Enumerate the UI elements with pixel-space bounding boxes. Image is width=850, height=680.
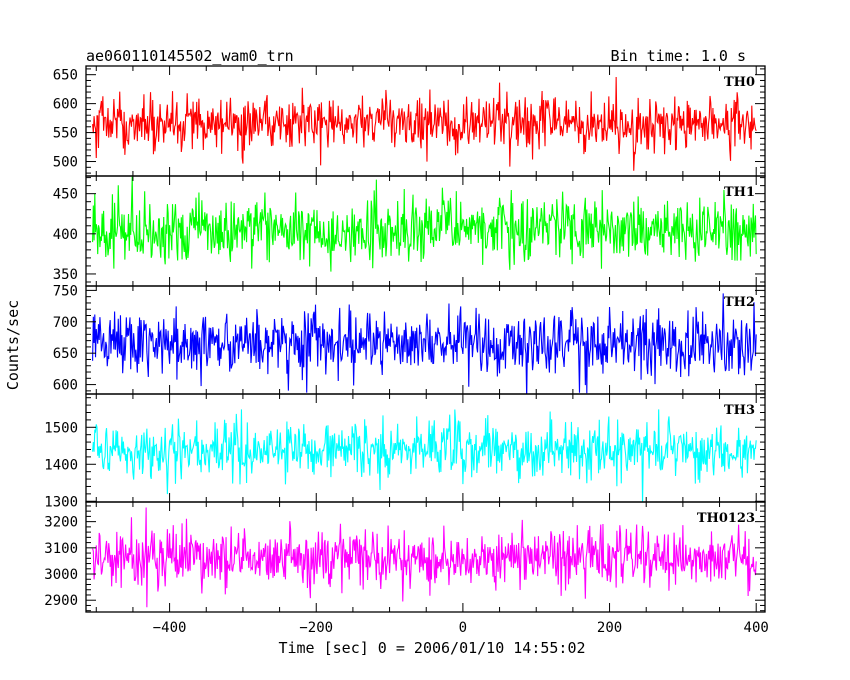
panel-th0: 500 550 600 650 TH0 <box>53 65 766 177</box>
panel-label: TH2 <box>724 295 755 310</box>
y-tick-label: 400 <box>53 227 78 243</box>
x-tick-label: 400 <box>744 620 769 636</box>
panel-label: TH3 <box>724 403 755 418</box>
y-tick-label: 1300 <box>44 494 78 510</box>
y-tick-label: 500 <box>53 155 78 171</box>
y-tick-label: 550 <box>53 126 78 142</box>
x-axis-label: Time [sec] 0 = 2006/01/10 14:55:02 <box>278 639 585 657</box>
panel-th1: 350 400 450 TH1 <box>53 175 766 287</box>
y-tick-label: 600 <box>53 378 78 394</box>
y-tick-label: 2900 <box>44 593 78 609</box>
y-tick-label: 1400 <box>44 457 78 473</box>
series-line-th0 <box>92 76 757 171</box>
y-tick-label: 600 <box>53 97 78 113</box>
panel-th0123: 2900 3000 3100 3200 TH0123 <box>44 501 766 613</box>
y-tick-label: 750 <box>53 283 78 299</box>
panel-th3: 1300 1400 1500 TH3 <box>44 393 766 510</box>
y-tick-label: 350 <box>53 267 78 283</box>
x-tick-label: 200 <box>597 620 622 636</box>
chart-title: ae060110145502_wam0_trn <box>86 47 294 65</box>
y-tick-label: 1500 <box>44 420 78 436</box>
x-tick-label: −200 <box>299 620 333 636</box>
panel-th2: 600 650 700 750 TH2 <box>53 283 766 395</box>
panel-label: TH0123 <box>697 511 755 526</box>
y-tick-label: 650 <box>53 346 78 362</box>
y-tick-label: 450 <box>53 187 78 203</box>
y-tick-label: 3100 <box>44 541 78 557</box>
y-tick-label: 3200 <box>44 515 78 531</box>
y-tick-label: 650 <box>53 68 78 84</box>
panel-frame <box>85 501 766 613</box>
x-axis-ticks: −400 −200 0 200 400 <box>153 620 769 636</box>
panel-label: TH1 <box>724 185 755 200</box>
y-axis-label: Counts/sec <box>4 300 22 390</box>
y-tick-label: 700 <box>53 315 78 331</box>
series-line-th3 <box>92 409 757 502</box>
x-tick-label: −400 <box>153 620 187 636</box>
y-tick-label: 3000 <box>44 567 78 583</box>
series-line-th0123 <box>92 507 757 608</box>
panels-group: 500 550 600 650 TH0 350 400 450 TH1 600 650 700 750 T… <box>44 65 766 613</box>
series-line-th1 <box>92 176 757 272</box>
panel-frame <box>85 175 766 287</box>
series-line-th2 <box>92 293 757 394</box>
panel-label: TH0 <box>724 75 755 90</box>
x-tick-label: 0 <box>459 620 467 636</box>
bin-time-label: Bin time: 1.0 s <box>611 47 746 65</box>
